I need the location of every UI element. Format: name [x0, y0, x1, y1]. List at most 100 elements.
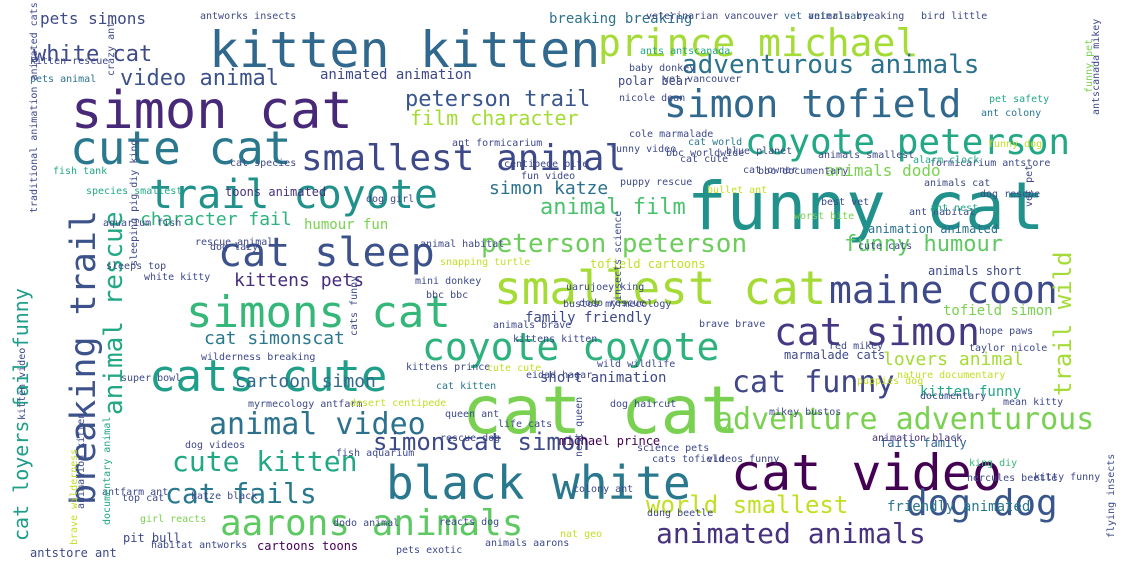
word-animals-dodo: animals dodo	[825, 161, 941, 180]
word-pets-simons: pets simons	[40, 9, 146, 28]
word-veterinarian-vancouver: veterinarian vancouver	[646, 11, 779, 22]
word-mini-donkey: mini donkey	[415, 276, 482, 287]
word-dodo-rescue: dodo rescue	[579, 298, 646, 309]
word-nicole-dean: nicole dean	[619, 93, 686, 104]
word-desert-centipede: desert centipede	[350, 398, 447, 409]
word-dog-videos: dog videos	[185, 440, 246, 451]
word-bustos-myrmecology: bustos myrmecology	[563, 299, 672, 310]
word-bbc-bbc: bbc bbc	[426, 290, 469, 301]
word-brave-brave: brave brave	[699, 319, 766, 330]
word-tofield-cartoons: tofield cartoons	[590, 257, 706, 271]
word-cat-sleep: cat sleep	[218, 230, 435, 276]
word-simonscat-simon: simonscat simon	[373, 428, 590, 456]
word-ant-habitat: ant habitat	[909, 207, 976, 218]
word-insects-science: insects science	[613, 210, 624, 301]
word-uarujoey-king: uarujoey king	[566, 282, 645, 293]
word-cat-cute: cat cute	[680, 154, 729, 165]
word-snapping-turtle: snapping turtle	[440, 257, 531, 268]
word-breaking-breaking: breaking breaking	[549, 11, 693, 27]
word-cat-species: cat species	[230, 158, 297, 169]
word-cat-funny: cat funny	[732, 365, 895, 400]
word-antstore-ant: antstore ant	[30, 546, 117, 560]
word-adventurous-animals: adventurous animals	[682, 50, 980, 80]
word-family-friendly: family friendly	[525, 310, 652, 326]
word-antfarm-ant: antfarm ant	[102, 487, 169, 498]
word-friendly-animated: friendly animated	[887, 499, 1031, 515]
word-kitty-funny: kitty funny	[1034, 472, 1101, 483]
word-white-kitty: white kitty	[144, 272, 211, 283]
word-animal-film: animal film	[540, 195, 686, 220]
word-dung-beetle: dung beetle	[647, 508, 714, 519]
word-antworks-insects: antworks insects	[200, 11, 297, 22]
word-ants-antscanada: ants antscanada	[640, 46, 731, 57]
word-kitten-kitten: kitten kitten	[209, 21, 601, 79]
word-sleeping-pig-diy-king: sleeping pig diy king	[129, 139, 140, 266]
word-ant-formicarium: ant formicarium	[452, 138, 543, 149]
word-pit-bull: pit bull	[123, 531, 181, 545]
word-best-vet: best vet	[821, 197, 870, 208]
word-bbc-worldwide: bbc worldwide	[666, 148, 745, 159]
word-life-cats: life cats	[498, 419, 553, 430]
word-dog-haircut: dog haircut	[610, 399, 677, 410]
word-centipede-bite: centipede bite	[504, 159, 589, 170]
word-animal-habitat: animal habitat	[420, 239, 505, 250]
word-maine-coon: maine coon	[829, 268, 1058, 312]
word-aquarium-fish: aquarium fish	[103, 218, 182, 229]
word-kittens-prince: kittens prince	[406, 362, 491, 373]
word-pets-animal: pets animal	[30, 74, 97, 85]
word-baby-donkey: baby donkey	[629, 63, 696, 74]
word-documentary-animal: documentary animal	[102, 416, 113, 525]
word-cute-cats: cute cats	[858, 241, 913, 252]
word-cat-fails: cat fails	[165, 477, 317, 510]
word-species-smallest: species smallest	[86, 186, 183, 197]
word-wild-wildlife: wild wildlife	[597, 359, 676, 370]
word-short-animation: short animation	[540, 370, 667, 386]
word-lovers-animal: lovers animal	[883, 349, 1024, 370]
word-dodo-animal: dodo animal	[333, 518, 400, 529]
word-formicarium-antstore: formicarium antstore	[930, 158, 1051, 169]
word-marmalade-cats: marmalade cats	[784, 348, 886, 362]
word-animation-black: animation black	[872, 433, 963, 444]
word-hercules-beetle: hercules beetle	[967, 473, 1058, 484]
word-character-fail: character fail	[140, 209, 292, 230]
word-flying-insects: flying insects	[1106, 453, 1117, 538]
word-katze-black: katze black	[191, 491, 258, 502]
word-cute-kitten: cute kitten	[172, 445, 358, 478]
word-simons-cat: simons cat	[186, 287, 451, 338]
word-red-mikey: red mikey	[829, 341, 884, 352]
word-dog-rescue: dog rescue	[980, 189, 1041, 200]
word-ant-colony: ant colony	[981, 108, 1042, 119]
word-fish-tank: fish tank	[53, 166, 108, 177]
word-simon-cat: simon cat	[71, 81, 353, 141]
word-cat-kitten: cat kitten	[436, 381, 497, 392]
word-nest-queen: nest queen	[574, 396, 585, 457]
word-cat-simonscat: cat simonscat	[204, 328, 345, 349]
word-smallest-animal: smallest animal	[301, 138, 627, 179]
word-kitten-rescue: kitten rescue	[30, 56, 109, 67]
word-animal-video: animal video	[209, 407, 426, 442]
word-cartoons-toons: cartoons toons	[257, 539, 359, 553]
word-coyote-peterson: coyote peterson	[745, 122, 1071, 163]
word-fish-aquarium: fish aquarium	[336, 448, 415, 459]
word-girl-reacts: girl reacts	[140, 514, 207, 525]
word-crazy-ant: crazy ant	[106, 21, 117, 76]
word-film-character: film character	[410, 106, 579, 130]
word-ant-nest: ant nest	[930, 203, 979, 214]
word-blue-planet: blue planet	[726, 146, 793, 157]
word-cat-owner: cat owner	[743, 165, 798, 176]
word-vet-vancouver: vet vancouver	[663, 74, 742, 85]
word-eidad-hagar: eidad hagar	[526, 370, 593, 381]
word-bbc-documentary: bbc documentary	[758, 166, 849, 177]
word-funny-pet: funny pet	[1084, 38, 1095, 93]
word-habitat-antworks: habitat antworks	[151, 540, 248, 551]
word-taylor-nicole: taylor nicole	[969, 343, 1048, 354]
word-humour-fun: humour fun	[304, 217, 389, 233]
word-nature-documentary: nature documentary	[897, 370, 1006, 381]
word-animals-brave: animals brave	[493, 320, 572, 331]
word-simon-tofield: simon tofield	[664, 82, 962, 126]
word-simon-katze: simon katze	[489, 178, 609, 199]
word-mean-kitty: mean kitty	[1003, 397, 1064, 408]
word-animals-short: animals short	[928, 264, 1022, 278]
word-coyote-coyote: coyote coyote	[422, 325, 720, 369]
word-smallest-cat: smallest cat	[494, 261, 827, 315]
